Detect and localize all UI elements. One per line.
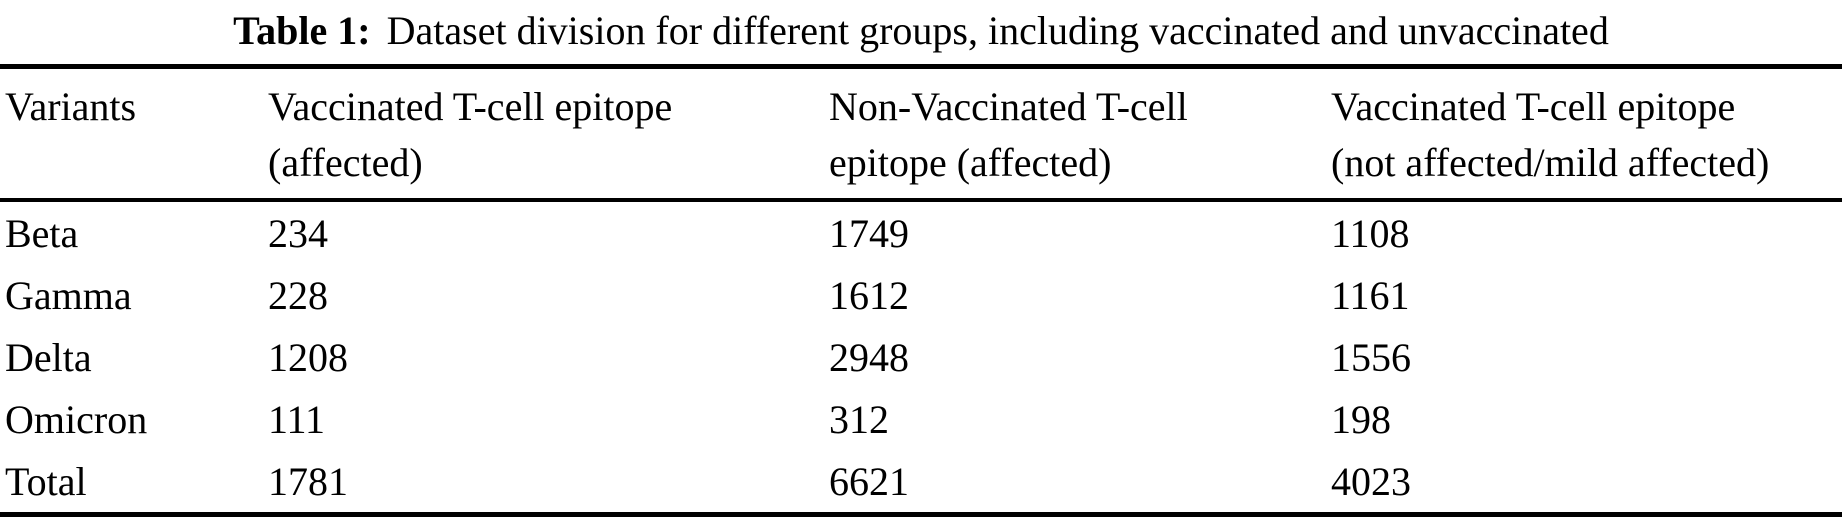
variant-cell: Omicron bbox=[5, 396, 148, 442]
vaccinated-affected-cell: 1208 bbox=[268, 334, 348, 380]
col-header-variants: Variants bbox=[0, 66, 268, 202]
vaccinated-not-affected-cell: 1161 bbox=[1331, 272, 1410, 318]
non-vaccinated-affected-cell: 6621 bbox=[829, 458, 909, 504]
vaccinated-affected-cell: 228 bbox=[268, 272, 328, 318]
table-row: Beta 234 1749 1108 bbox=[0, 200, 1842, 264]
vaccinated-affected-cell: 1781 bbox=[268, 458, 348, 504]
variant-cell: Gamma bbox=[5, 272, 132, 318]
vaccinated-not-affected-cell: 1108 bbox=[1331, 210, 1410, 256]
dataset-division-table: Variants Vaccinated T-cell epitope (affe… bbox=[0, 64, 1842, 517]
table-row: Delta 1208 2948 1556 bbox=[0, 326, 1842, 388]
col-header-variants-line1: Variants bbox=[5, 84, 137, 129]
col-header-non-vaccinated-affected: Non-Vaccinated T-cell epitope (affected) bbox=[829, 66, 1331, 202]
variant-cell: Delta bbox=[5, 334, 92, 380]
col-header-non-vaccinated-affected-line1: Non-Vaccinated T-cell bbox=[829, 84, 1188, 129]
table-row: Gamma 228 1612 1161 bbox=[0, 264, 1842, 326]
vaccinated-affected-cell: 234 bbox=[268, 210, 328, 256]
non-vaccinated-affected-cell: 312 bbox=[829, 396, 889, 442]
vaccinated-not-affected-cell: 198 bbox=[1331, 396, 1391, 442]
variant-cell: Beta bbox=[5, 210, 79, 256]
vaccinated-not-affected-cell: 1556 bbox=[1331, 334, 1411, 380]
table-row: Omicron 111 312 198 bbox=[0, 388, 1842, 450]
table-caption-text: Dataset division for different groups, i… bbox=[386, 8, 1609, 53]
table-caption-label: Table 1: bbox=[233, 8, 371, 53]
col-header-vaccinated-not-affected-line1: Vaccinated T-cell epitope bbox=[1331, 84, 1736, 129]
vaccinated-not-affected-cell: 4023 bbox=[1331, 458, 1411, 504]
col-header-non-vaccinated-affected-line2: epitope (affected) bbox=[829, 140, 1112, 185]
col-header-vaccinated-affected-line1: Vaccinated T-cell epitope bbox=[268, 84, 673, 129]
col-header-vaccinated-not-affected: Vaccinated T-cell epitope (not affected/… bbox=[1331, 66, 1842, 202]
non-vaccinated-affected-cell: 2948 bbox=[829, 334, 909, 380]
variant-cell: Total bbox=[5, 458, 87, 504]
table-header: Variants Vaccinated T-cell epitope (affe… bbox=[0, 66, 1842, 202]
table-body: Beta 234 1749 1108 Gamma 228 1612 1161 D… bbox=[0, 200, 1842, 515]
non-vaccinated-affected-cell: 1612 bbox=[829, 272, 909, 318]
table-row: Total 1781 6621 4023 bbox=[0, 450, 1842, 515]
col-header-vaccinated-affected: Vaccinated T-cell epitope (affected) bbox=[268, 66, 829, 202]
table-caption: Table 1: Dataset division for different g… bbox=[0, 0, 1842, 64]
non-vaccinated-affected-cell: 1749 bbox=[829, 210, 909, 256]
col-header-vaccinated-not-affected-line2: (not affected/mild affected) bbox=[1331, 140, 1770, 185]
header-row: Variants Vaccinated T-cell epitope (affe… bbox=[0, 66, 1842, 202]
col-header-vaccinated-affected-line2: (affected) bbox=[268, 140, 423, 185]
vaccinated-affected-cell: 111 bbox=[268, 396, 326, 442]
